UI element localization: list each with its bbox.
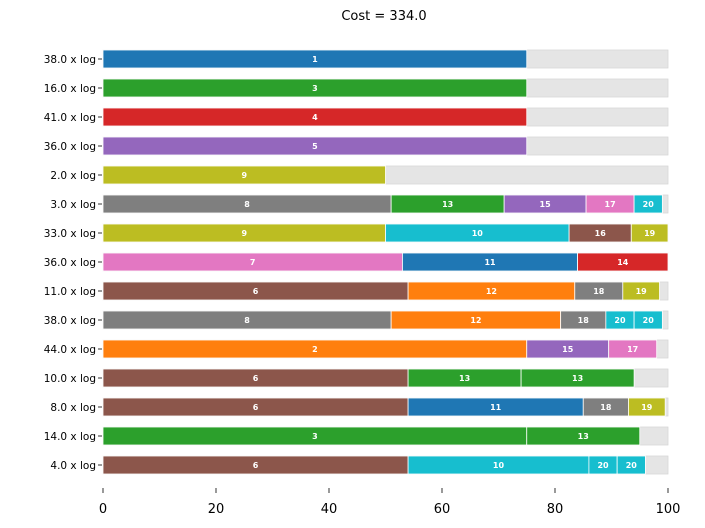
x-tick-label: 0	[99, 502, 107, 517]
bar-row: 6 12 18 19 11.0 x log	[44, 281, 669, 301]
x-tick-label: 80	[547, 502, 564, 517]
segment-label: 7	[250, 258, 256, 267]
y-tick-label: 8.0 x log	[50, 402, 96, 414]
segment-label: 6	[253, 287, 259, 296]
segment-label: 12	[486, 287, 497, 296]
segment-label: 10	[472, 229, 484, 238]
x-tick-label: 20	[208, 502, 225, 517]
segment-label: 13	[572, 374, 583, 383]
segment-label: 18	[593, 287, 605, 296]
y-tick-label: 16.0 x log	[44, 83, 96, 95]
bar-segment	[633, 194, 663, 214]
bar-segment	[622, 281, 660, 301]
x-tick-label: 60	[434, 502, 451, 517]
bar-segment	[630, 223, 669, 243]
segment-label: 12	[470, 316, 481, 325]
bar-segment	[577, 252, 669, 272]
y-tick-label: 4.0 x log	[50, 460, 96, 472]
bar-row: 5 36.0 x log	[44, 136, 669, 156]
segment-label: 9	[241, 229, 247, 238]
segment-label: 5	[312, 142, 318, 151]
segment-label: 20	[614, 316, 626, 325]
bar-segment	[102, 107, 528, 127]
y-tick-label: 3.0 x log	[50, 199, 96, 211]
segment-label: 19	[644, 229, 656, 238]
bar-row: 8 13 15 17 20 3.0 x log	[50, 194, 669, 214]
bar-row: 6 13 13 10.0 x log	[44, 368, 669, 388]
bar-row: 8 12 18 20 20 38.0 x log	[44, 310, 669, 330]
segment-label: 11	[484, 258, 496, 267]
y-tick-label: 41.0 x log	[44, 112, 96, 124]
x-tick-label: 40	[321, 502, 338, 517]
segment-label: 17	[605, 200, 616, 209]
y-tick-label: 10.0 x log	[44, 373, 96, 385]
segment-label: 19	[641, 403, 653, 412]
bar-segment	[102, 165, 386, 185]
bar-segment	[616, 455, 646, 475]
segment-label: 2	[312, 345, 318, 354]
y-tick-label: 44.0 x log	[44, 344, 96, 356]
x-axis: 0 20 40 60 80 100	[99, 488, 681, 517]
segment-label: 13	[459, 374, 470, 383]
segment-label: 6	[253, 461, 259, 470]
segment-label: 20	[643, 316, 655, 325]
segment-label: 18	[578, 316, 590, 325]
bar-row: 2 15 17 44.0 x log	[44, 339, 669, 359]
segment-label: 20	[597, 461, 609, 470]
segment-label: 10	[493, 461, 505, 470]
segment-label: 13	[442, 200, 453, 209]
segment-label: 1	[312, 55, 318, 64]
segment-label: 20	[643, 200, 655, 209]
bar-row: 4 41.0 x log	[44, 107, 669, 127]
x-tick-label: 100	[656, 502, 681, 517]
segment-label: 19	[636, 287, 648, 296]
y-tick-label: 14.0 x log	[44, 431, 96, 443]
y-tick-label: 11.0 x log	[44, 286, 96, 298]
y-tick-label: 36.0 x log	[44, 141, 96, 153]
y-tick-label: 2.0 x log	[50, 170, 96, 182]
bar-segment	[608, 339, 658, 359]
segment-label: 16	[595, 229, 607, 238]
y-tick-label: 38.0 x log	[44, 54, 96, 66]
bar-segment	[102, 136, 528, 156]
bar-row: 3 16.0 x log	[44, 78, 669, 98]
bar-row: 9 10 16 19 33.0 x log	[44, 223, 669, 243]
segment-label: 15	[540, 200, 552, 209]
bar-row: 1 38.0 x log	[44, 49, 669, 69]
segment-label: 9	[241, 171, 247, 180]
bar-segment	[520, 368, 635, 388]
segment-label: 18	[600, 403, 612, 412]
bar-segment	[628, 397, 666, 417]
y-tick-label: 36.0 x log	[44, 257, 96, 269]
segment-label: 8	[244, 200, 250, 209]
chart-title: Cost = 334.0	[341, 9, 426, 24]
segment-label: 8	[244, 316, 250, 325]
y-tick-label: 38.0 x log	[44, 315, 96, 327]
bar-segment	[633, 310, 663, 330]
bar-row: 7 11 14 36.0 x log	[44, 252, 669, 272]
segment-label: 17	[627, 345, 638, 354]
segment-label: 20	[626, 461, 638, 470]
bar-row: 3 13 14.0 x log	[44, 426, 669, 446]
segment-label: 13	[578, 432, 589, 441]
bar-segment	[102, 78, 528, 98]
bar-row: 6 11 18 19 8.0 x log	[50, 397, 669, 417]
bar-row: 6 10 20 20 4.0 x log	[50, 455, 669, 475]
y-tick-label: 33.0 x log	[44, 228, 96, 240]
segment-label: 4	[312, 113, 318, 122]
bar-segment	[526, 426, 641, 446]
segment-label: 6	[253, 374, 259, 383]
segment-label: 3	[312, 432, 318, 441]
segment-label: 15	[562, 345, 574, 354]
segment-label: 6	[253, 403, 259, 412]
segment-label: 11	[490, 403, 502, 412]
segment-label: 14	[617, 258, 629, 267]
bar-row: 9 2.0 x log	[50, 165, 669, 185]
segment-label: 3	[312, 84, 318, 93]
bar-segment	[102, 49, 528, 69]
